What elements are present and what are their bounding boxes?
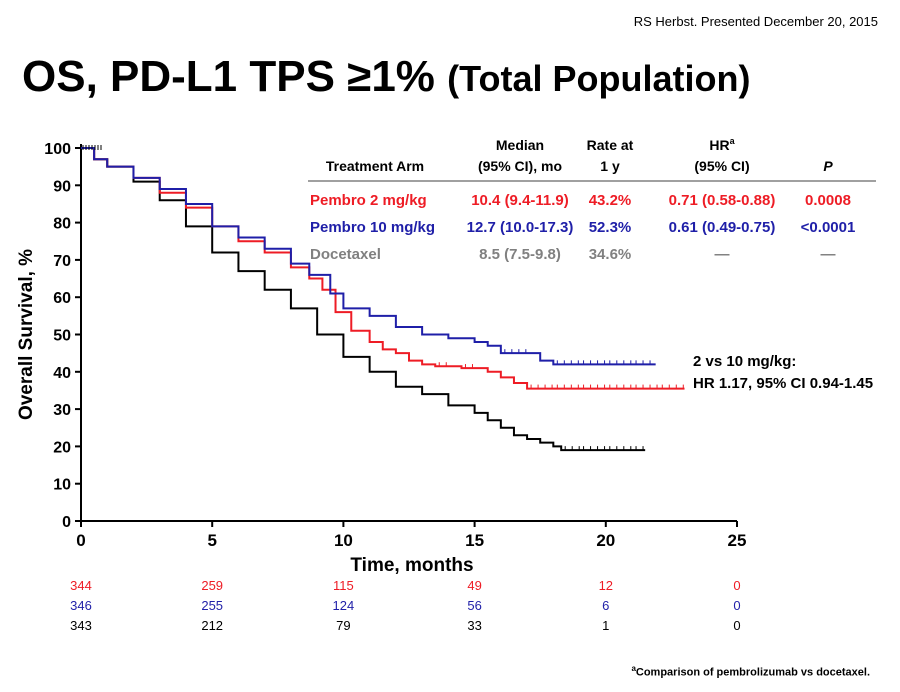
comparison-line-2: HR 1.17, 95% CI 0.94-1.45 <box>693 375 873 392</box>
credit-line: RS Herbst. Presented December 20, 2015 <box>633 14 878 29</box>
x-tick-label: 10 <box>334 531 353 550</box>
survival-curve-3 <box>81 147 646 452</box>
table-header: (95% CI) <box>694 158 749 174</box>
at-risk-value: 212 <box>201 618 223 633</box>
footnote-text: Comparison of pembrolizumab vs docetaxel… <box>635 666 870 679</box>
table-median: 12.7 (10.0-17.3) <box>467 219 574 236</box>
table-header: Treatment Arm <box>326 158 424 174</box>
y-tick-label: 10 <box>53 477 71 494</box>
at-risk-value: 1 <box>602 618 609 633</box>
survival-curve-2 <box>81 147 656 366</box>
table-arm: Pembro 10 mg/kg <box>310 219 435 236</box>
at-risk-value: 56 <box>467 598 481 613</box>
y-tick-label: 0 <box>62 514 71 531</box>
x-tick-label: 5 <box>207 531 216 550</box>
footnote-sup: a <box>631 664 636 673</box>
y-axis-title: Overall Survival, % <box>16 249 37 420</box>
at-risk-value: 259 <box>201 578 223 593</box>
y-tick-label: 70 <box>53 253 71 270</box>
table-header: Median <box>496 137 544 153</box>
at-risk-value: 0 <box>733 618 740 633</box>
at-risk-value: 255 <box>201 598 223 613</box>
y-tick-label: 50 <box>53 328 71 345</box>
y-tick-label: 30 <box>53 402 71 419</box>
title-main: OS, PD-L1 TPS ≥1% <box>22 52 435 101</box>
table-median: 8.5 (7.5-9.8) <box>479 246 561 263</box>
at-risk-value: 12 <box>599 578 613 593</box>
title-sub: (Total Population) <box>447 58 751 99</box>
table-header: P <box>823 158 833 174</box>
survival-curve-1 <box>81 147 685 390</box>
table-arm: Docetaxel <box>310 246 381 263</box>
at-risk-value: 0 <box>733 598 740 613</box>
table-rate: 43.2% <box>589 192 632 209</box>
at-risk-value: 343 <box>70 618 92 633</box>
at-risk-value: 49 <box>467 578 481 593</box>
x-tick-label: 15 <box>465 531 484 550</box>
x-tick-label: 20 <box>596 531 615 550</box>
x-tick-label: 25 <box>728 531 747 550</box>
table-header: (95% CI), mo <box>478 158 562 174</box>
at-risk-value: 344 <box>70 578 92 593</box>
at-risk-value: 346 <box>70 598 92 613</box>
at-risk-value: 0 <box>733 578 740 593</box>
y-tick-label: 20 <box>53 439 71 456</box>
y-tick-label: 60 <box>53 290 71 307</box>
at-risk-value: 33 <box>467 618 481 633</box>
at-risk-value: 115 <box>333 578 354 593</box>
y-tick-label: 90 <box>53 178 71 195</box>
x-axis-title: Time, months <box>350 555 473 576</box>
table-arm: Pembro 2 mg/kg <box>310 192 427 209</box>
table-rate: 52.3% <box>589 219 632 236</box>
comparison-line-1: 2 vs 10 mg/kg: <box>693 353 796 370</box>
at-risk-value: 6 <box>602 598 609 613</box>
table-header: Rate at <box>587 137 634 153</box>
table-hr: — <box>715 246 730 263</box>
hr-superscript: a <box>730 136 736 146</box>
footnote: aComparison of pembrolizumab vs docetaxe… <box>631 664 870 679</box>
table-hr: 0.71 (0.58-0.88) <box>669 192 776 209</box>
table-p: <0.0001 <box>801 219 856 236</box>
y-tick-label: 40 <box>53 365 71 382</box>
table-rate: 34.6% <box>589 246 632 263</box>
x-tick-label: 0 <box>76 531 85 550</box>
table-header: HRa <box>709 136 735 153</box>
table-median: 10.4 (9.4-11.9) <box>471 192 569 209</box>
at-risk-value: 124 <box>333 598 355 613</box>
table-hr: 0.61 (0.49-0.75) <box>669 219 776 236</box>
table-p: — <box>821 246 836 263</box>
table-header: 1 y <box>600 158 620 174</box>
y-tick-label: 80 <box>53 216 71 233</box>
at-risk-value: 79 <box>336 618 350 633</box>
table-p: 0.0008 <box>805 192 851 209</box>
y-tick-label: 100 <box>44 141 71 158</box>
slide-title: OS, PD-L1 TPS ≥1% (Total Population) <box>22 52 750 102</box>
